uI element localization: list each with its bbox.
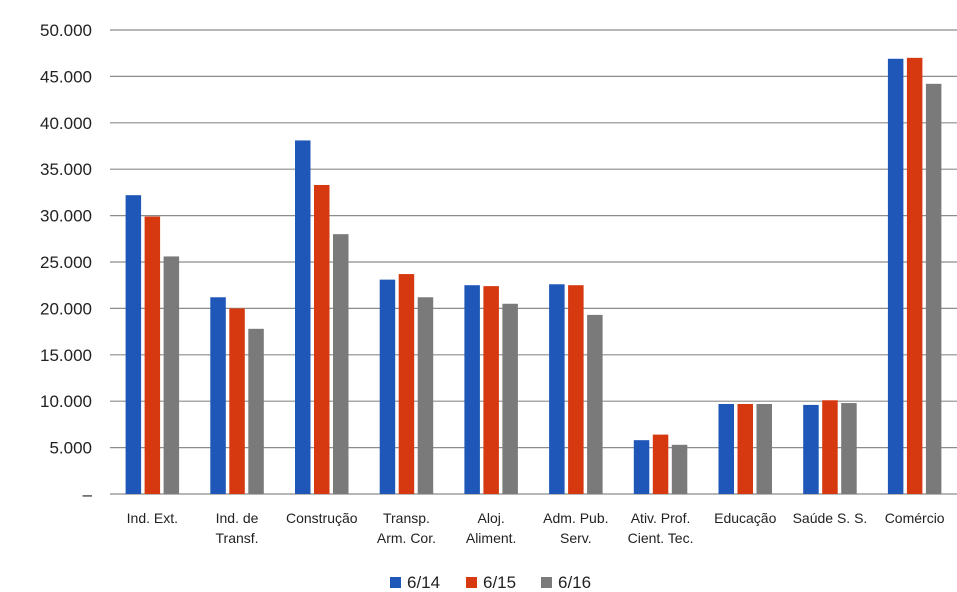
x-tick-label: Educação (714, 510, 776, 526)
bar (652, 434, 669, 494)
x-tick-label: Ind. de Transf. (216, 510, 259, 546)
bar (549, 284, 565, 494)
bar (464, 285, 480, 494)
bar (737, 403, 753, 494)
bar (671, 444, 688, 494)
bar (295, 140, 311, 494)
bar (822, 400, 838, 494)
y-tick-label: 30.000 (40, 207, 92, 226)
x-tick-label: Saúde S. S. (793, 510, 868, 526)
bar (398, 274, 415, 494)
bar (906, 57, 923, 495)
legend-swatch (466, 577, 477, 588)
y-tick-label: 20.000 (40, 299, 92, 318)
bar (210, 297, 226, 494)
x-tick-label: Ind. Ext. (127, 510, 178, 526)
bar (314, 184, 330, 494)
bar (144, 216, 161, 494)
legend-label: 6/15 (483, 573, 516, 592)
bar (379, 279, 396, 494)
bar (633, 440, 650, 494)
y-tick-label: – (83, 485, 93, 504)
bar (502, 303, 518, 494)
bar (248, 328, 264, 494)
x-axis: Ind. Ext. Ind. de Transf. Construção Transp.… (127, 510, 945, 546)
x-tick-label: Adm. Pub. Serv. (543, 510, 608, 546)
y-tick-label: 5.000 (49, 439, 92, 458)
x-tick-label: Construção (286, 510, 358, 526)
bar (887, 58, 904, 494)
y-tick-label: 10.000 (40, 392, 92, 411)
y-tick-label: 25.000 (40, 253, 92, 272)
bar (718, 403, 734, 494)
y-axis: – 5.000 10.000 15.000 20.000 25.000 30.000 35.0… (40, 21, 93, 504)
bar (568, 285, 584, 494)
x-tick-label: Transp. Arm. Cor. (377, 510, 436, 546)
x-tick-label: Aloj. Aliment. (466, 510, 517, 546)
y-tick-label: 45.000 (40, 67, 92, 86)
legend-label: 6/14 (407, 573, 440, 592)
bar (756, 403, 772, 494)
bar (587, 314, 603, 494)
bar (925, 83, 942, 494)
legend: 6/14 6/15 6/16 (390, 573, 591, 592)
y-tick-label: 15.000 (40, 346, 92, 365)
x-tick-label: Ativ. Prof. Cient. Tec. (628, 510, 694, 546)
y-tick-label: 40.000 (40, 114, 92, 133)
bars (125, 57, 942, 495)
bar (417, 297, 434, 494)
y-tick-label: 35.000 (40, 160, 92, 179)
y-tick-label: 50.000 (40, 21, 92, 40)
bar (125, 195, 142, 494)
bar (163, 256, 180, 494)
legend-swatch (390, 577, 401, 588)
bar (803, 404, 819, 494)
bar (229, 308, 245, 494)
bar (483, 286, 499, 494)
bar (333, 234, 349, 494)
legend-label: 6/16 (558, 573, 591, 592)
legend-swatch (541, 577, 552, 588)
x-tick-label: Comércio (885, 510, 945, 526)
bar (841, 403, 857, 494)
